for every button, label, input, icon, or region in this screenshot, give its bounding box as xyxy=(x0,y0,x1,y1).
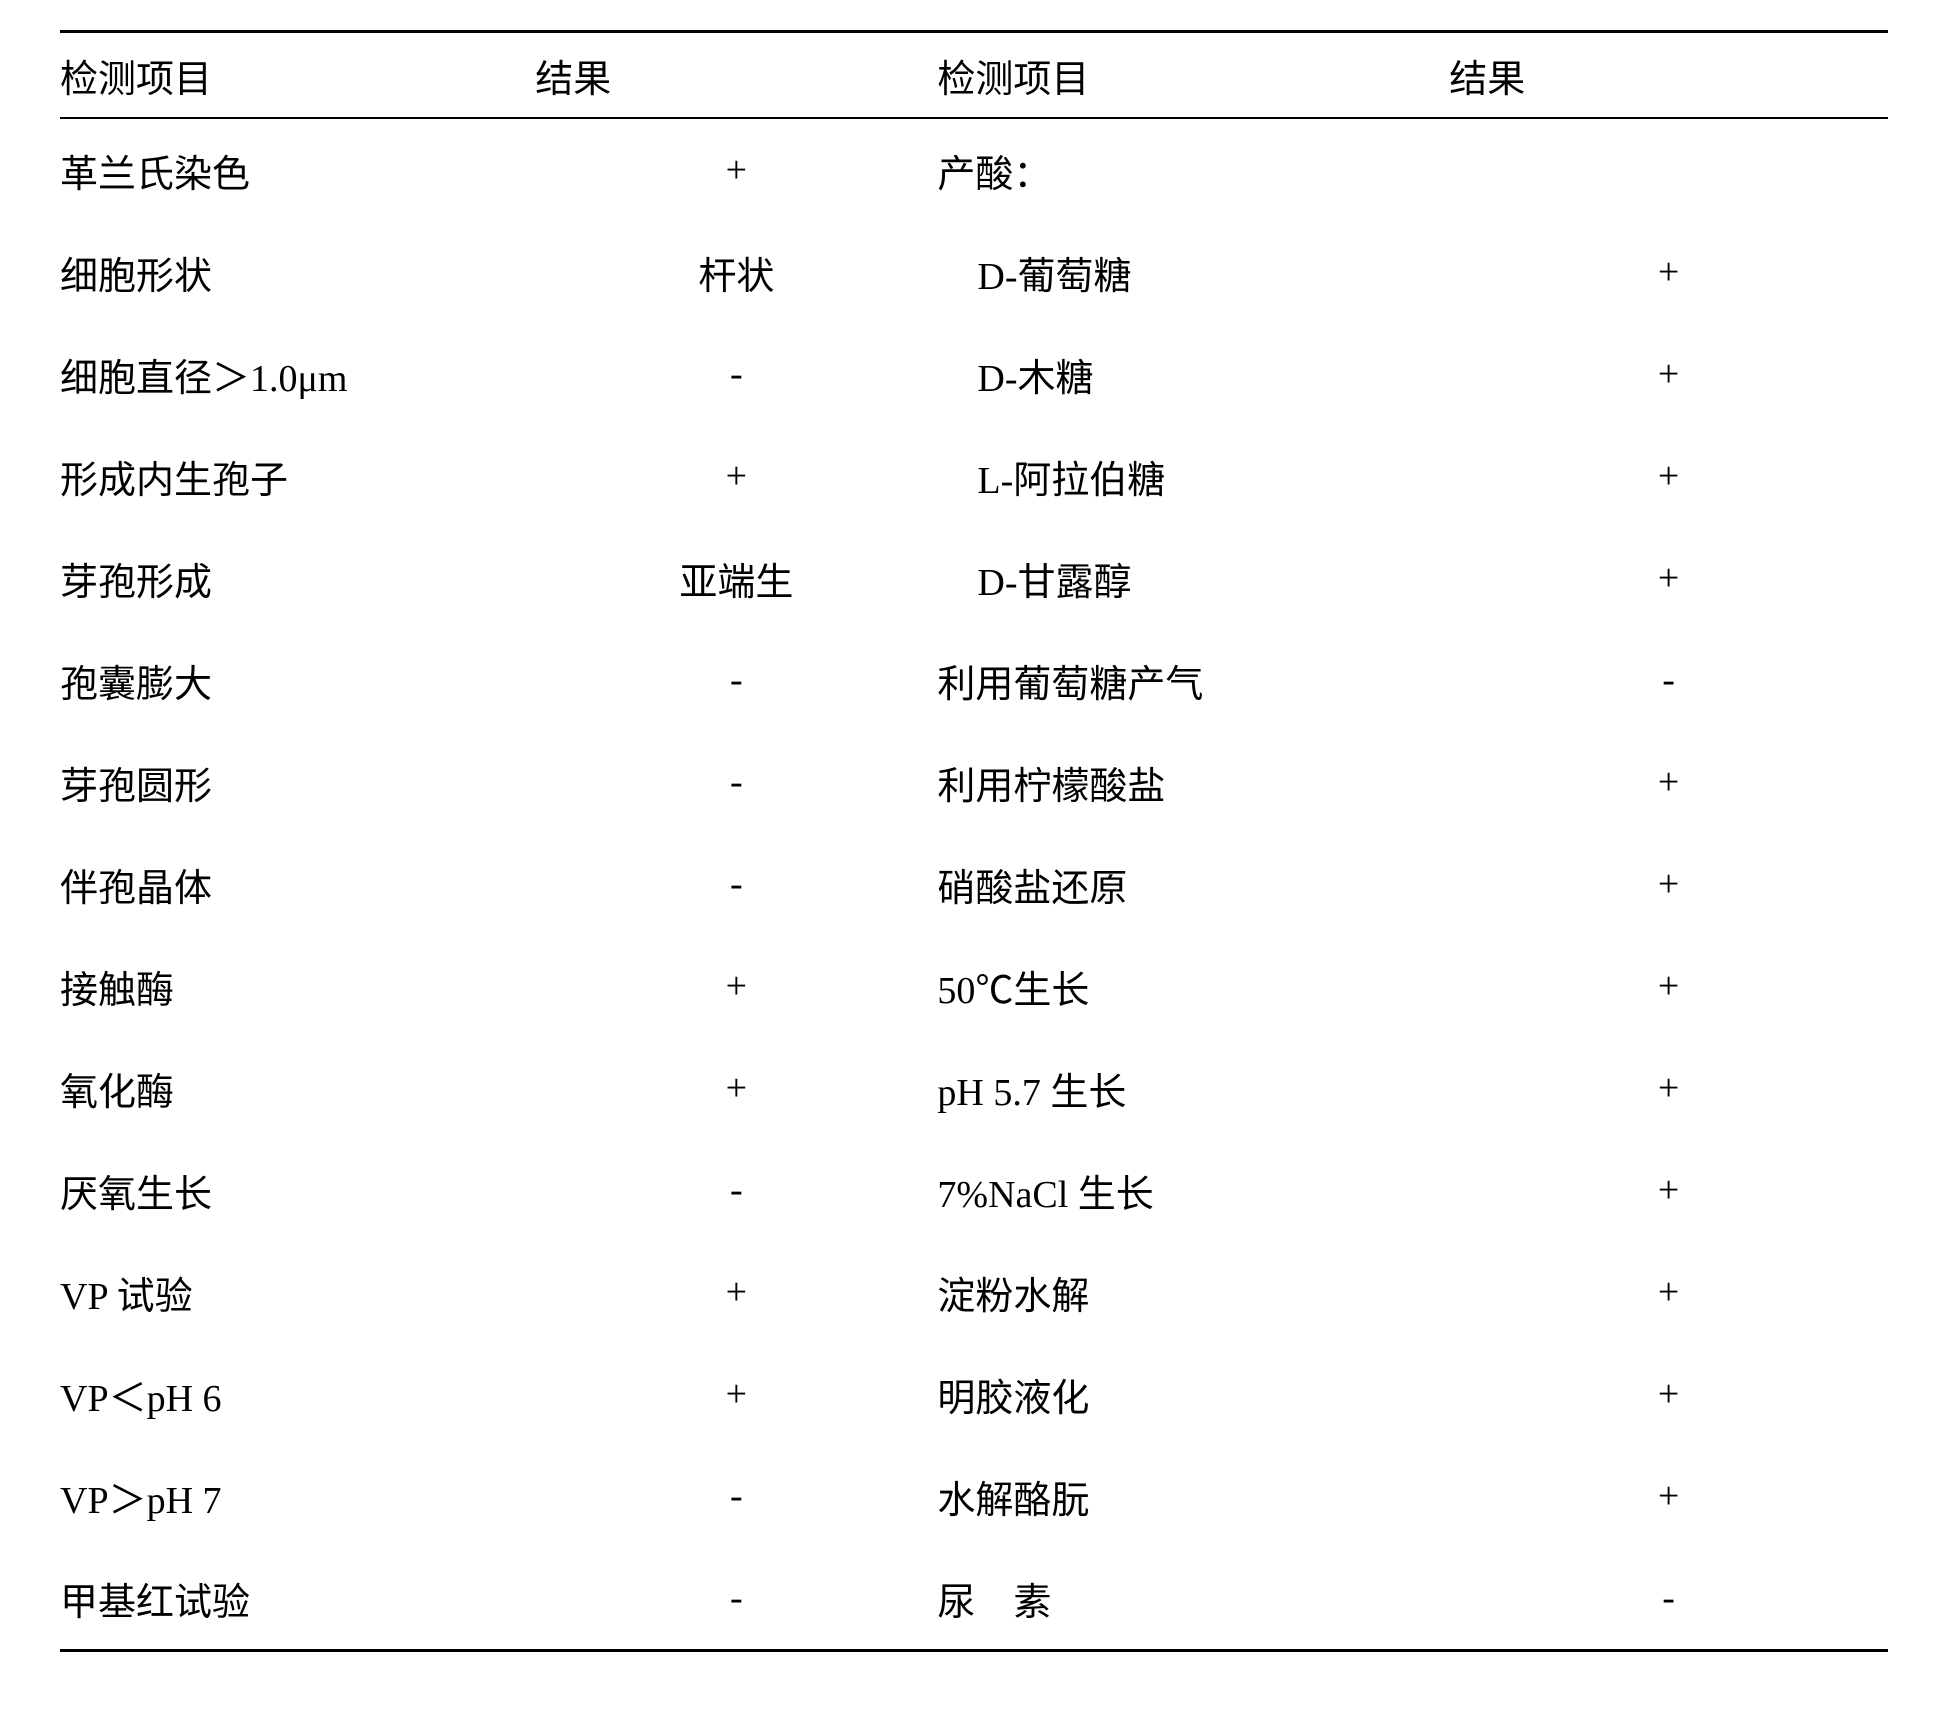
cell-item-right: D-葡萄糖 xyxy=(937,221,1449,323)
cell-item-left: 孢囊膨大 xyxy=(60,629,535,731)
cell-item-right: 硝酸盐还原 xyxy=(937,833,1449,935)
cell-result-left: 亚端生 xyxy=(535,527,937,629)
table-row: 形成内生孢子+L-阿拉伯糖+ xyxy=(60,425,1888,527)
cell-result-right: + xyxy=(1449,935,1888,1037)
cell-result-left: - xyxy=(535,1445,937,1547)
header-result-2: 结果 xyxy=(1449,32,1888,119)
table-row: 细胞直径＞1.0μm-D-木糖+ xyxy=(60,323,1888,425)
cell-result-right: + xyxy=(1449,1037,1888,1139)
cell-result-left: - xyxy=(535,1547,937,1651)
table-row: 革兰氏染色+产酸： xyxy=(60,118,1888,221)
table-row: 伴孢晶体-硝酸盐还原+ xyxy=(60,833,1888,935)
cell-result-left: - xyxy=(535,731,937,833)
cell-item-right: D-木糖 xyxy=(937,323,1449,425)
table-row: VP＞pH 7-水解酪朊+ xyxy=(60,1445,1888,1547)
cell-item-right: 7%NaCl 生长 xyxy=(937,1139,1449,1241)
cell-item-left: 细胞直径＞1.0μm xyxy=(60,323,535,425)
cell-result-left: 杆状 xyxy=(535,221,937,323)
cell-result-right: - xyxy=(1449,629,1888,731)
cell-item-right: pH 5.7 生长 xyxy=(937,1037,1449,1139)
cell-item-left: 细胞形状 xyxy=(60,221,535,323)
cell-item-left: 芽孢形成 xyxy=(60,527,535,629)
cell-item-left: 厌氧生长 xyxy=(60,1139,535,1241)
cell-item-left: 芽孢圆形 xyxy=(60,731,535,833)
table-row: VP＜pH 6+明胶液化+ xyxy=(60,1343,1888,1445)
table-row: 氧化酶+pH 5.7 生长+ xyxy=(60,1037,1888,1139)
table-header-row: 检测项目 结果 检测项目 结果 xyxy=(60,32,1888,119)
table-row: 接触酶+50℃生长+ xyxy=(60,935,1888,1037)
cell-result-right: + xyxy=(1449,323,1888,425)
cell-item-right: L-阿拉伯糖 xyxy=(937,425,1449,527)
table-row: 芽孢形成亚端生D-甘露醇+ xyxy=(60,527,1888,629)
cell-result-right: + xyxy=(1449,1445,1888,1547)
cell-item-left: VP＜pH 6 xyxy=(60,1343,535,1445)
cell-item-right: 尿 素 xyxy=(937,1547,1449,1651)
cell-result-right xyxy=(1449,118,1888,221)
cell-result-right: + xyxy=(1449,1241,1888,1343)
cell-result-left: - xyxy=(535,629,937,731)
cell-item-right: 淀粉水解 xyxy=(937,1241,1449,1343)
cell-result-right: + xyxy=(1449,425,1888,527)
cell-item-left: 甲基红试验 xyxy=(60,1547,535,1651)
cell-item-right: 50℃生长 xyxy=(937,935,1449,1037)
table-row: 厌氧生长-7%NaCl 生长+ xyxy=(60,1139,1888,1241)
biochem-table: 检测项目 结果 检测项目 结果 革兰氏染色+产酸：细胞形状杆状D-葡萄糖+细胞直… xyxy=(60,30,1888,1652)
cell-result-right: + xyxy=(1449,221,1888,323)
cell-result-left: + xyxy=(535,1241,937,1343)
header-item-2: 检测项目 xyxy=(937,32,1449,119)
cell-result-right: + xyxy=(1449,833,1888,935)
table-row: 甲基红试验-尿 素- xyxy=(60,1547,1888,1651)
cell-item-left: VP＞pH 7 xyxy=(60,1445,535,1547)
cell-item-right: 水解酪朊 xyxy=(937,1445,1449,1547)
cell-result-left: - xyxy=(535,1139,937,1241)
table-row: 孢囊膨大-利用葡萄糖产气- xyxy=(60,629,1888,731)
cell-result-left: + xyxy=(535,935,937,1037)
cell-item-right: 明胶液化 xyxy=(937,1343,1449,1445)
cell-result-right: + xyxy=(1449,527,1888,629)
header-result-1: 结果 xyxy=(535,32,937,119)
cell-item-right: 产酸： xyxy=(937,118,1449,221)
cell-result-right: + xyxy=(1449,731,1888,833)
cell-result-right: - xyxy=(1449,1547,1888,1651)
table-row: VP 试验+淀粉水解+ xyxy=(60,1241,1888,1343)
table-body: 革兰氏染色+产酸：细胞形状杆状D-葡萄糖+细胞直径＞1.0μm-D-木糖+形成内… xyxy=(60,118,1888,1651)
header-item-1: 检测项目 xyxy=(60,32,535,119)
cell-result-left: + xyxy=(535,118,937,221)
cell-item-left: VP 试验 xyxy=(60,1241,535,1343)
cell-item-left: 氧化酶 xyxy=(60,1037,535,1139)
cell-result-left: - xyxy=(535,833,937,935)
cell-result-left: + xyxy=(535,1037,937,1139)
page: 检测项目 结果 检测项目 结果 革兰氏染色+产酸：细胞形状杆状D-葡萄糖+细胞直… xyxy=(0,0,1948,1716)
cell-item-left: 伴孢晶体 xyxy=(60,833,535,935)
cell-item-right: 利用柠檬酸盐 xyxy=(937,731,1449,833)
cell-result-left: - xyxy=(535,323,937,425)
cell-result-left: + xyxy=(535,425,937,527)
cell-result-right: + xyxy=(1449,1343,1888,1445)
cell-item-left: 形成内生孢子 xyxy=(60,425,535,527)
cell-item-left: 革兰氏染色 xyxy=(60,118,535,221)
cell-item-right: D-甘露醇 xyxy=(937,527,1449,629)
cell-item-left: 接触酶 xyxy=(60,935,535,1037)
table-row: 芽孢圆形-利用柠檬酸盐+ xyxy=(60,731,1888,833)
cell-item-right: 利用葡萄糖产气 xyxy=(937,629,1449,731)
cell-result-left: + xyxy=(535,1343,937,1445)
table-row: 细胞形状杆状D-葡萄糖+ xyxy=(60,221,1888,323)
cell-result-right: + xyxy=(1449,1139,1888,1241)
